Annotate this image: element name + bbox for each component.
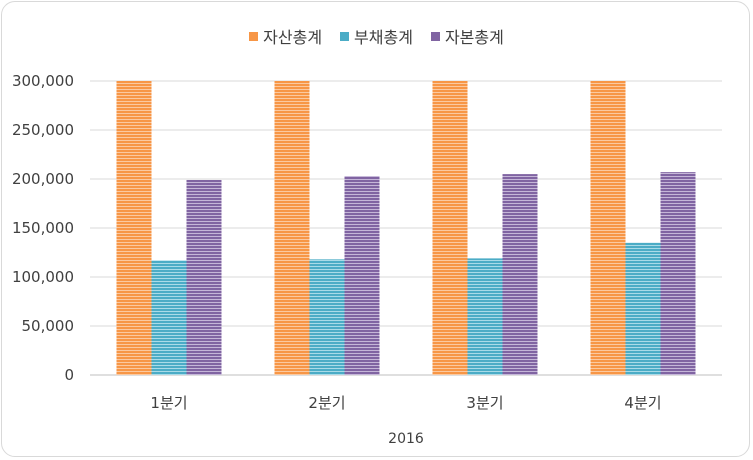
bar-liabilities — [309, 259, 345, 375]
bar-assets — [274, 81, 310, 375]
legend-label-liabilities: 부채총계 — [354, 28, 413, 47]
legend-item-assets: 자산총계 — [249, 24, 322, 48]
bar-assets — [116, 81, 152, 375]
legend: 자산총계 부채총계 자본총계 — [0, 24, 753, 48]
axis-labels: 0 50,000 100,000 150,000 200,000 250,000 300,0… — [12, 72, 662, 447]
y-tick-label: 250,000 — [12, 121, 74, 139]
legend-item-equity: 자본총계 — [430, 24, 504, 48]
legend-swatch-assets — [249, 31, 259, 41]
bar-equity — [660, 172, 696, 375]
legend-swatch-equity — [430, 31, 440, 41]
legend-item-liabilities: 부채총계 — [340, 24, 413, 48]
legend-label-equity: 자본총계 — [444, 28, 504, 47]
x-axis-title: 2016 — [388, 431, 424, 447]
bar-liabilities — [151, 260, 187, 375]
bar-assets — [590, 81, 626, 375]
bars — [116, 81, 696, 375]
y-tick-label: 150,000 — [12, 219, 74, 237]
x-category-label: 1분기 — [150, 394, 187, 412]
bar-liabilities — [467, 258, 503, 375]
y-tick-label: 0 — [64, 366, 74, 384]
x-category-label: 3분기 — [466, 394, 503, 412]
bar-liabilities — [625, 242, 661, 375]
x-category-label: 2분기 — [308, 394, 345, 412]
x-category-label: 4분기 — [624, 394, 661, 412]
y-tick-label: 100,000 — [12, 268, 74, 286]
legend-label-assets: 자산총계 — [263, 28, 323, 47]
y-tick-label: 50,000 — [22, 317, 75, 335]
legend-swatch-liabilities — [340, 31, 350, 41]
y-tick-label: 300,000 — [12, 72, 74, 90]
bar-equity — [344, 176, 380, 375]
bar-assets — [432, 81, 468, 375]
y-tick-label: 200,000 — [12, 170, 74, 188]
bar-equity — [186, 179, 222, 375]
bar-equity — [502, 174, 538, 375]
